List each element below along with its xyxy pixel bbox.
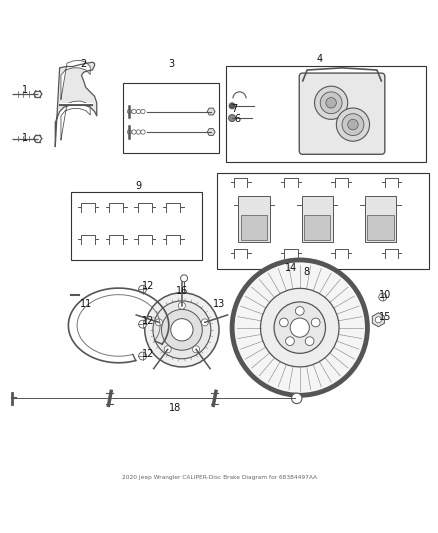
Circle shape (139, 320, 147, 328)
Circle shape (162, 309, 202, 350)
Circle shape (326, 98, 336, 108)
Circle shape (139, 352, 147, 360)
Circle shape (141, 130, 145, 134)
Text: 16: 16 (176, 286, 188, 295)
Text: 6: 6 (235, 114, 241, 124)
Circle shape (155, 319, 162, 326)
Polygon shape (372, 313, 385, 327)
Circle shape (375, 317, 381, 323)
Text: 8: 8 (303, 266, 309, 277)
Text: 15: 15 (379, 312, 391, 322)
Bar (226, 66, 426, 161)
Text: 7: 7 (231, 104, 237, 114)
Circle shape (132, 109, 136, 114)
Circle shape (127, 130, 132, 134)
Text: 14: 14 (285, 263, 297, 273)
Circle shape (201, 319, 208, 326)
Circle shape (132, 130, 136, 134)
Circle shape (295, 306, 304, 316)
Polygon shape (207, 128, 215, 135)
Polygon shape (55, 62, 97, 147)
Text: 4: 4 (316, 54, 322, 64)
Circle shape (274, 302, 325, 353)
Circle shape (379, 293, 387, 301)
Text: 3: 3 (168, 59, 174, 69)
Text: 13: 13 (213, 298, 225, 309)
Circle shape (291, 393, 302, 403)
Circle shape (136, 109, 141, 114)
Text: 12: 12 (141, 316, 154, 326)
Circle shape (229, 115, 236, 122)
Circle shape (180, 275, 187, 282)
Circle shape (141, 109, 145, 114)
Bar (123, 83, 219, 153)
Circle shape (232, 260, 367, 395)
Text: 12: 12 (141, 349, 154, 359)
Polygon shape (207, 108, 215, 115)
Circle shape (229, 103, 235, 109)
Circle shape (342, 114, 364, 135)
Text: 2020 Jeep Wrangler CALIPER-Disc Brake Diagram for 68384497AA: 2020 Jeep Wrangler CALIPER-Disc Brake Di… (121, 475, 317, 480)
Text: 2: 2 (81, 59, 87, 69)
Bar (304, 215, 330, 240)
Circle shape (279, 318, 288, 327)
Circle shape (139, 285, 147, 293)
Circle shape (127, 109, 132, 114)
Circle shape (320, 92, 342, 114)
Circle shape (178, 302, 185, 309)
Circle shape (136, 130, 141, 134)
Text: 11: 11 (80, 298, 92, 309)
Circle shape (153, 301, 211, 359)
Text: 18: 18 (169, 403, 181, 414)
Circle shape (145, 293, 219, 367)
Circle shape (164, 346, 171, 353)
FancyBboxPatch shape (299, 73, 385, 154)
Polygon shape (61, 101, 90, 140)
Circle shape (305, 337, 314, 345)
Bar (365, 196, 396, 241)
Circle shape (290, 318, 309, 337)
Text: 9: 9 (135, 181, 141, 191)
Bar (217, 173, 428, 269)
Circle shape (286, 337, 294, 345)
Bar (241, 215, 267, 240)
Bar (238, 196, 270, 241)
Circle shape (311, 318, 320, 327)
Text: 1: 1 (21, 85, 28, 95)
Text: 1: 1 (21, 133, 28, 143)
Polygon shape (61, 60, 90, 99)
Circle shape (348, 119, 358, 130)
Bar (71, 192, 201, 260)
Circle shape (261, 288, 339, 367)
Text: 10: 10 (379, 290, 391, 300)
Circle shape (336, 108, 370, 141)
Text: 12: 12 (141, 281, 154, 291)
Circle shape (314, 86, 348, 119)
Bar (367, 215, 394, 240)
Circle shape (171, 319, 193, 341)
Bar (301, 196, 333, 241)
Circle shape (193, 346, 200, 353)
